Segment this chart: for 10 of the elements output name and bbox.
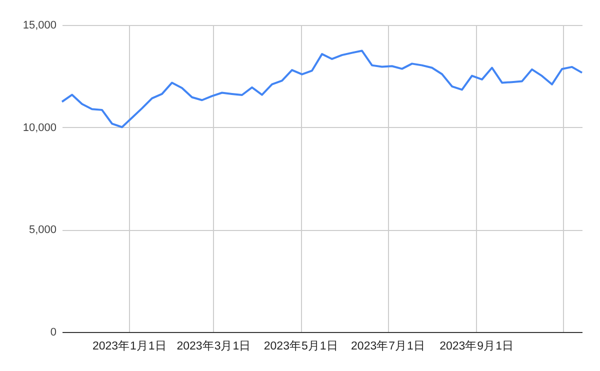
x-tick-label: 2023年1月1日 xyxy=(92,340,167,352)
x-tick-label: 2023年9月1日 xyxy=(440,340,514,352)
y-tick-label: 0 xyxy=(50,326,56,338)
y-tick-label: 10,000 xyxy=(22,122,56,134)
y-tick-label: 5,000 xyxy=(28,224,56,236)
x-tick-label: 2023年5月1日 xyxy=(264,340,338,352)
line-series xyxy=(61,50,583,128)
x-tick-label: 2023年7月1日 xyxy=(351,340,426,352)
y-tick-label: 15,000 xyxy=(22,20,56,32)
x-tick-label: 2023年3月1日 xyxy=(176,340,252,352)
